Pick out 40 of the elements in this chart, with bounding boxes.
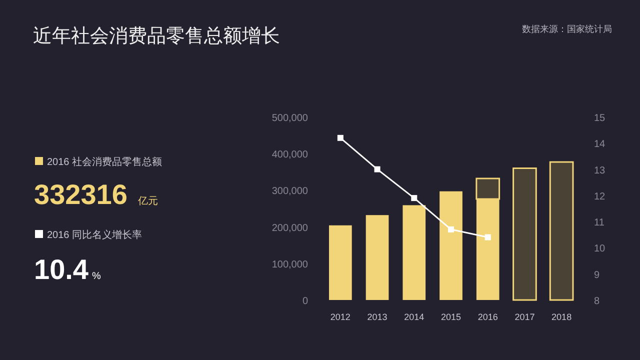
y-tick-label: 400,000 [272, 150, 308, 161]
y2-tick-label: 10 [594, 244, 606, 255]
bar [440, 191, 462, 300]
legend-label: 2016 社会消费品零售总额 [47, 156, 162, 168]
y2-tick-label: 12 [594, 191, 606, 202]
y2-tick-label: 15 [594, 113, 606, 124]
x-tick-label: 2015 [440, 312, 462, 322]
point [484, 234, 491, 240]
y-tick-label: 500,000 [272, 113, 308, 124]
bar [366, 215, 389, 300]
x-tick-label: 2016 [478, 312, 498, 322]
y2-tick-label: 14 [594, 139, 606, 150]
bar [402, 205, 426, 300]
y2-tick-label: 8 [594, 296, 600, 307]
source-note: 数据来源：国家统计局 [522, 24, 612, 34]
point [374, 166, 380, 172]
x-tick-label: 2013 [367, 312, 388, 322]
y-tick-label: 200,000 [272, 222, 308, 234]
point [411, 195, 418, 202]
y-tick-label: 0 [302, 296, 308, 307]
x-tick-label: 2014 [404, 312, 424, 322]
y2-tick-label: 11 [594, 218, 605, 229]
text: 10.4 [34, 254, 89, 285]
legend-label: 2016 同比名义增长率 [47, 229, 142, 241]
text: 近年社会消费品零售总额增长 [33, 25, 280, 47]
bar [329, 225, 352, 300]
y-tick-label: 100,000 [272, 259, 308, 270]
bar [512, 167, 537, 301]
text: 亿元 [137, 196, 158, 207]
x-tick-label: 2017 [514, 312, 535, 322]
x-tick-label: 2012 [330, 312, 350, 322]
point [448, 226, 454, 232]
point [337, 134, 344, 141]
x-tick-label: 2018 [552, 312, 572, 322]
bar [549, 161, 574, 301]
text: 332316 [34, 179, 128, 210]
text: % [92, 271, 101, 282]
y2-tick-label: 9 [594, 270, 600, 281]
y2-tick-label: 13 [594, 165, 606, 176]
y-tick-label: 300,000 [272, 186, 308, 198]
